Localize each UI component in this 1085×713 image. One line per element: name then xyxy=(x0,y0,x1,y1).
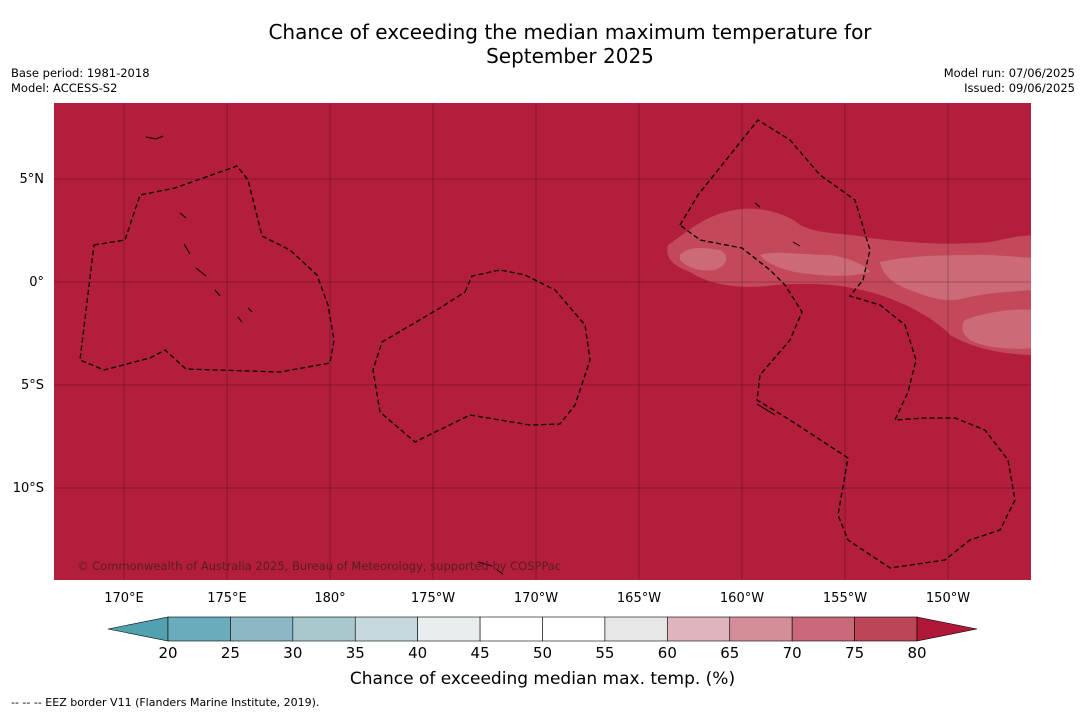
colorbar-segment xyxy=(542,616,606,642)
band-70-region xyxy=(880,255,1031,301)
colorbar-tick-label: 35 xyxy=(346,644,365,662)
colorbar-tick-label: 80 xyxy=(907,644,926,662)
chart-title: Chance of exceeding the median maximum t… xyxy=(0,20,1085,68)
lon-label: 170°E xyxy=(104,591,144,606)
band-70-region xyxy=(962,309,1031,349)
lon-label: 160°W xyxy=(720,591,764,606)
colorbar-segment xyxy=(479,616,543,642)
colorbar-segment xyxy=(167,616,231,642)
lat-labels: 5°N 0° 5°S 10°S xyxy=(13,172,44,496)
colorbar-tick-label: 65 xyxy=(720,644,739,662)
colorbar-segment xyxy=(230,616,294,642)
colorbar-segment xyxy=(354,616,418,642)
lon-label: 180° xyxy=(314,591,345,606)
lat-label: 0° xyxy=(29,275,44,290)
eez-footnote: -- -- -- EEZ border V11 (Flanders Marine… xyxy=(11,696,320,709)
eez-border-tuvalu-kiribati xyxy=(79,165,335,373)
colorbar-segments xyxy=(167,616,918,642)
lon-label: 170°W xyxy=(514,591,558,606)
colorbar-segment xyxy=(854,616,918,642)
colorbar-over-arrow xyxy=(916,616,978,642)
model-run: Model run: 07/06/2025 xyxy=(943,66,1075,80)
band-70-region xyxy=(760,252,870,276)
eez-borders xyxy=(79,119,1016,569)
colorbar-tick-label: 45 xyxy=(471,644,490,662)
colorbar-tick-label: 40 xyxy=(408,644,427,662)
colorbar: 20 25 30 35 40 45 50 55 60 65 70 75 80 xyxy=(107,616,978,662)
issued-date: Issued: 09/06/2025 xyxy=(964,81,1075,95)
colorbar-tick-label: 60 xyxy=(658,644,677,662)
graticule xyxy=(54,103,1031,580)
base-period: Base period: 1981-2018 xyxy=(11,66,150,80)
lon-label: 150°W xyxy=(926,591,970,606)
lon-labels: 170°E 175°E 180° 175°W 170°W 165°W 160°W… xyxy=(104,591,970,606)
lon-label: 155°W xyxy=(823,591,867,606)
colorbar-tick-label: 30 xyxy=(283,644,302,662)
map-area: © Commonwealth of Australia 2025, Bureau… xyxy=(54,103,1031,580)
colorbar-segment xyxy=(791,616,855,642)
colorbar-label: Chance of exceeding median max. temp. (%… xyxy=(349,669,736,689)
colorbar-tick-label: 55 xyxy=(595,644,614,662)
colorbar-tick-label: 50 xyxy=(533,644,552,662)
ocean-fill xyxy=(54,103,1031,580)
colorbar-segment xyxy=(604,616,668,642)
lon-label: 175°E xyxy=(207,591,247,606)
colorbar-segment xyxy=(667,616,731,642)
colorbar-tick-label: 20 xyxy=(158,644,177,662)
colorbar-segment xyxy=(292,616,356,642)
meta-left: Base period: 1981-2018 Model: ACCESS-S2 xyxy=(11,66,150,96)
copyright-notice: © Commonwealth of Australia 2025, Bureau… xyxy=(77,559,561,573)
title-line-2: September 2025 xyxy=(486,44,654,68)
colorbar-segment xyxy=(417,616,481,642)
colorbar-under-arrow xyxy=(107,616,169,642)
island-outlines xyxy=(145,135,801,575)
colorbar-tick-label: 75 xyxy=(845,644,864,662)
title-line-1: Chance of exceeding the median maximum t… xyxy=(268,20,872,44)
model-name: Model: ACCESS-S2 xyxy=(11,81,118,95)
meta-right: Model run: 07/06/2025 Issued: 09/06/2025 xyxy=(944,66,1075,96)
lon-label: 175°W xyxy=(411,591,455,606)
band-75-region xyxy=(667,208,1031,355)
lat-label: 10°S xyxy=(13,481,44,496)
colorbar-tick-label: 70 xyxy=(783,644,802,662)
lon-label: 165°W xyxy=(617,591,661,606)
eez-border-phoenix xyxy=(372,269,591,443)
colorbar-tick-label: 25 xyxy=(221,644,240,662)
colorbar-segment xyxy=(729,616,793,642)
lat-label: 5°S xyxy=(21,378,44,393)
eez-border-line-islands xyxy=(679,119,1016,569)
colorbar-ticks: 20 25 30 35 40 45 50 55 60 65 70 75 80 xyxy=(158,644,926,662)
lat-label: 5°N xyxy=(20,172,45,187)
band-70-region xyxy=(680,247,727,271)
